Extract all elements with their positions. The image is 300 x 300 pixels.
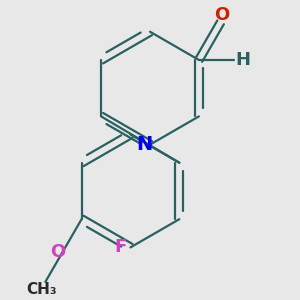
Text: CH₃: CH₃ xyxy=(26,282,57,297)
Text: F: F xyxy=(114,238,127,256)
Text: N: N xyxy=(136,135,152,154)
Text: O: O xyxy=(50,243,65,261)
Text: O: O xyxy=(214,6,230,24)
Text: H: H xyxy=(236,51,250,69)
